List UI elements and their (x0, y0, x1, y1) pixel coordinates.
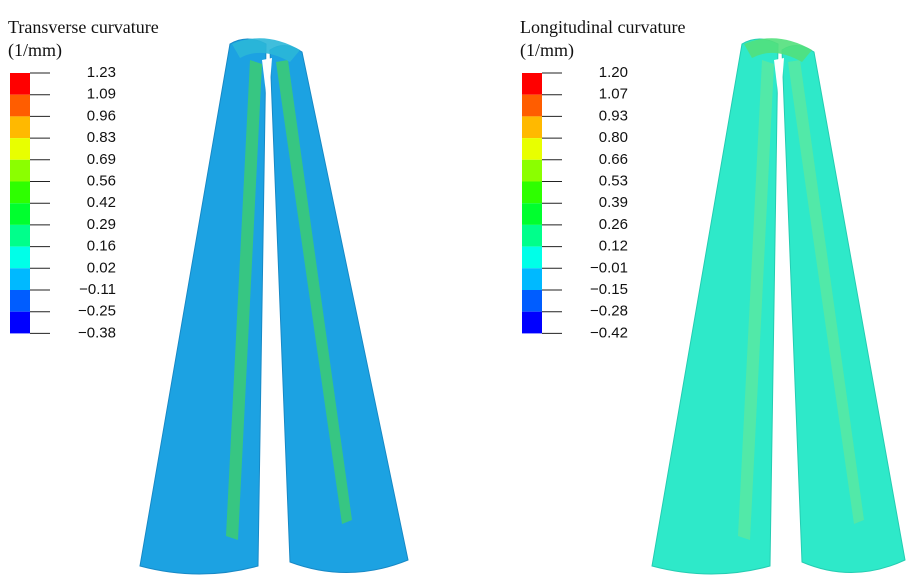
legend-swatch (522, 182, 542, 204)
legend-label: 0.42 (87, 194, 116, 211)
legend-label: 0.26 (599, 216, 628, 233)
legend-label: −0.15 (590, 281, 628, 298)
legend-label: 0.93 (599, 107, 628, 124)
legend-label: 0.16 (87, 238, 116, 255)
legend-label: 0.56 (87, 172, 116, 189)
panel-title: Transverse curvature (8, 17, 159, 37)
panel: Longitudinal curvature (1/mm) 1.20 1.07 0.93… (520, 17, 905, 574)
legend-label: −0.01 (590, 259, 628, 276)
legend-label: 0.96 (87, 107, 116, 124)
figure: Transverse curvature (1/mm) 1.23 1.09 0.96 0.… (0, 0, 912, 578)
legend-label: 0.29 (87, 216, 116, 233)
legend-label: 1.20 (599, 64, 628, 81)
legend-swatch (522, 312, 542, 334)
legend-label: −0.38 (78, 324, 116, 341)
legend-label: −0.42 (590, 324, 628, 341)
panel-unit: (1/mm) (520, 40, 574, 61)
legend-swatch (10, 268, 30, 290)
legend-swatch (10, 225, 30, 247)
legend-label: 0.66 (599, 151, 628, 168)
legend-label: 0.12 (599, 238, 628, 255)
legend-label: 0.69 (87, 151, 116, 168)
legend-swatch (522, 203, 542, 225)
legend-swatch (522, 225, 542, 247)
legend-swatch (10, 95, 30, 117)
legend-swatch (10, 203, 30, 225)
legend-swatch (522, 116, 542, 138)
legend-swatch (10, 116, 30, 138)
legend-swatch (522, 268, 542, 290)
legend-label: 0.02 (87, 259, 116, 276)
legend-swatch (522, 290, 542, 312)
legend-swatch (10, 182, 30, 204)
legend-label: 1.09 (87, 86, 116, 103)
legend-swatch (522, 138, 542, 160)
legend-label: −0.28 (590, 303, 628, 320)
legend-label: 0.53 (599, 172, 628, 189)
legend-label: −0.25 (78, 303, 116, 320)
legend-label: 1.07 (599, 86, 628, 103)
legend-label: 1.23 (87, 64, 116, 81)
legend-swatch (10, 138, 30, 160)
legend-label: −0.11 (79, 281, 116, 298)
legend-swatch (10, 247, 30, 269)
legend-swatch (10, 312, 30, 334)
legend-label: 0.80 (599, 129, 628, 146)
legend-swatch (522, 247, 542, 269)
legend-label: 0.39 (599, 194, 628, 211)
legend-swatch (522, 73, 542, 95)
panel-unit: (1/mm) (8, 40, 62, 61)
legend-swatch (522, 160, 542, 182)
panel-title: Longitudinal curvature (520, 17, 685, 37)
legend-swatch (10, 73, 30, 95)
legend-swatch (10, 160, 30, 182)
legend-swatch (10, 290, 30, 312)
panel: Transverse curvature (1/mm) 1.23 1.09 0.96 0.… (8, 17, 408, 574)
legend-label: 0.83 (87, 129, 116, 146)
legend-swatch (522, 95, 542, 117)
